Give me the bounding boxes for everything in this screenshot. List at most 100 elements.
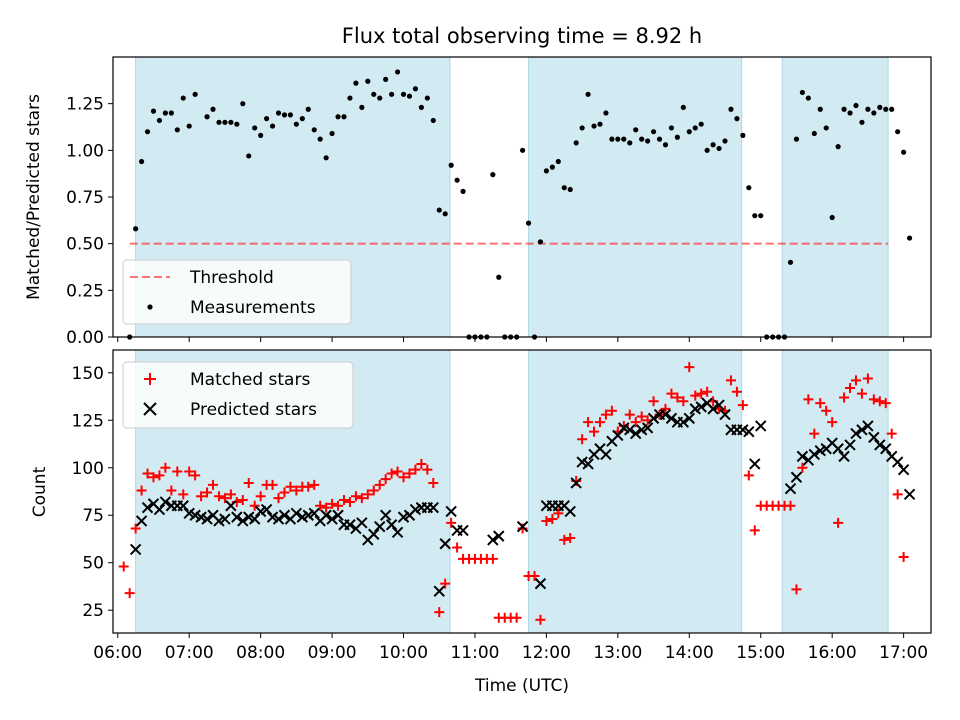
measurements-point [174,127,180,133]
ratio-panel: 0.00 0.25 0.50 0.75 1.00 1.25 Threshold Measure… [66,56,932,348]
matched-stars-point [809,428,820,439]
matched-stars-point [862,373,873,384]
measurements-point [579,125,585,131]
predicted-stars-point [844,439,856,451]
matched-stars-point [291,485,302,496]
measurements-point [615,136,621,142]
measurements-point [817,106,823,112]
predicted-stars-point [862,420,874,432]
predicted-stars-point [790,471,803,483]
measurements-point [359,104,365,110]
measurements-point [525,220,532,226]
matched-stars-point [356,493,367,504]
matched-stars-point [553,508,564,519]
measurements-point [305,106,311,112]
matched-stars-point [285,481,296,492]
matched-stars-point [690,390,701,401]
matched-stars-point [571,476,582,487]
measurements-point [787,259,794,265]
matched-stars-point [606,405,617,416]
matched-stars-point [309,479,320,490]
measurements-point [656,136,663,142]
predicted-stars-point [683,412,695,425]
measurements-point [138,158,145,165]
predicted-stars-point [290,507,303,520]
measurements-point [240,101,246,107]
matched-stars-point [547,514,558,525]
matched-stars-point [386,468,397,479]
measurements-point [448,162,454,168]
predicted-stars-point [385,519,398,531]
measurements-point [389,91,395,97]
matched-stars-point [541,515,552,526]
measurements-point [406,93,413,99]
measurements-point [805,95,811,101]
predicted-stars-point [677,416,690,428]
predicted-stars-point [784,482,797,495]
count-observing-window [528,349,743,634]
matched-stars-point [815,398,826,409]
matched-stars-point [237,495,248,506]
predicted-stars-point [534,577,547,590]
matched-stars-point [684,362,695,373]
legend-label: Predicted stars [190,400,317,420]
ratio-observing-window [781,56,889,338]
matched-stars-point [368,485,379,496]
predicted-stars-point [832,443,844,455]
measurements-point [704,147,710,153]
x-tick-label: 13:00 [593,643,642,663]
x-tick-label: 14:00 [665,643,714,663]
predicted-stars-point [749,458,761,470]
matched-stars-point [160,462,171,473]
matched-stars-point [636,411,647,422]
matched-stars-point [362,489,373,500]
matched-stars-point [410,464,421,475]
predicted-stars-point [487,534,499,546]
matched-stars-point [535,614,546,625]
predicted-stars-point [796,450,809,463]
measurements-point [347,95,353,101]
measurements-point [317,136,323,142]
matched-stars-point [392,466,403,477]
measurements-point [287,112,294,118]
predicted-stars-point [159,496,172,508]
matched-stars-point [725,375,736,386]
measurements-point [823,125,829,131]
x-axis-label: Time (UTC) [474,676,569,696]
matched-stars-point [130,523,141,534]
matched-stars-point [529,571,540,582]
measurements-point [186,123,192,129]
measurements-point [728,106,734,112]
count-legend: Matched stars Predicted stars [122,361,354,429]
measurements-point [811,130,817,137]
predicted-stars-point [177,500,189,512]
measurements-point [889,106,895,112]
measurements-point [549,164,555,170]
matched-stars-point [338,495,349,506]
measurements-point [180,95,186,101]
measurements-point [722,138,728,144]
matched-stars-point [559,534,570,545]
count-y-tick-label: 75 [82,506,104,526]
predicted-stars-point [219,513,231,525]
predicted-stars-point [326,513,338,525]
matched-stars-point [589,426,600,437]
measurements-point [418,104,424,110]
measurements-point [591,123,597,129]
matched-stars-point [303,481,314,492]
matched-stars-point [315,500,326,511]
ratio-y-axis-label: Matched/Predicted stars [24,94,44,300]
matched-stars-point [440,578,451,589]
predicted-stars-point [630,427,642,440]
measurements-point [561,185,567,191]
ratio-y-tick-label: 0.75 [66,188,104,208]
matched-stars-point [243,477,254,488]
measurements-point [734,116,740,122]
measurements-point [609,136,615,142]
predicted-stars-point [332,509,344,521]
measurements-point [674,134,680,140]
matched-stars-point [208,479,219,490]
measurements-point [412,86,419,92]
measurements-point [269,123,276,129]
measurements-point [150,108,157,114]
